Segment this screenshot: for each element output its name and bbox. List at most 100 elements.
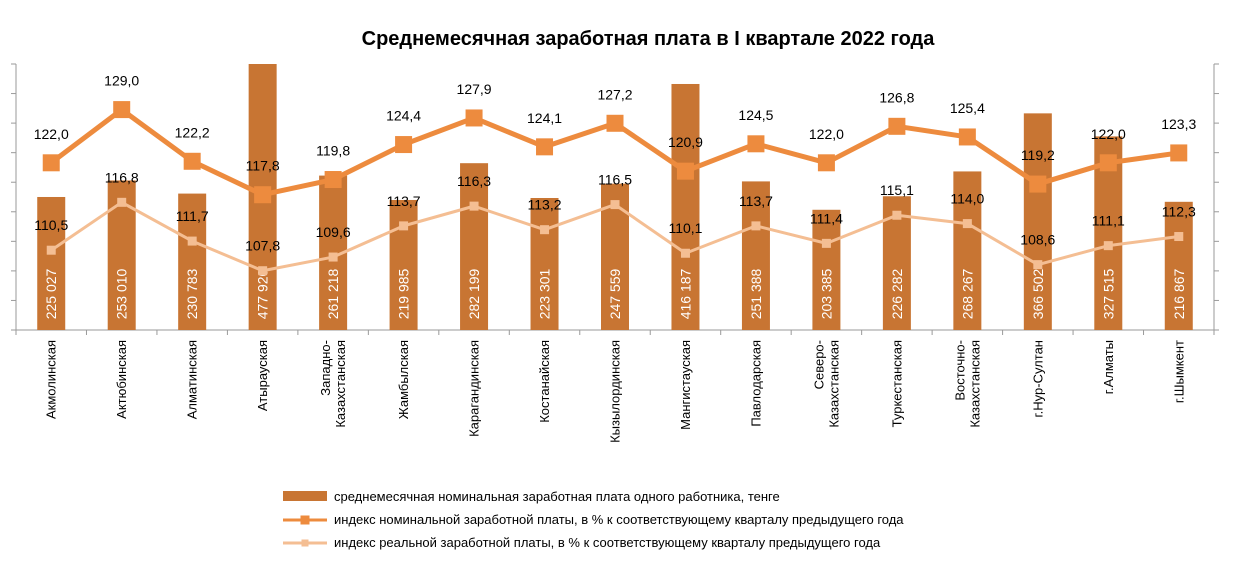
- line-series-2-label: 111,4: [810, 210, 843, 226]
- bar-value-label: 477 920: [255, 268, 271, 319]
- line-series-1-marker: [606, 114, 624, 132]
- line-series-1-label: 122,0: [809, 126, 844, 142]
- line-series-1-label: 124,1: [527, 110, 562, 126]
- category-label: Павлодарская: [748, 340, 763, 427]
- line-series-1-label: 122,0: [1091, 126, 1126, 142]
- line-series-1-label: 124,4: [386, 108, 421, 124]
- legend-bar-swatch: [283, 491, 327, 501]
- line-series-1-label: 122,2: [175, 124, 210, 140]
- bar-value-label: 416 187: [677, 268, 693, 319]
- line-series-1-label: 125,4: [950, 100, 985, 116]
- bar-value-label: 219 985: [396, 268, 412, 319]
- line-series-1-marker: [958, 128, 976, 146]
- line-series-2-marker: [1103, 241, 1113, 251]
- bar-value-label: 203 385: [818, 268, 834, 319]
- category-label: Мангистауская: [678, 340, 693, 430]
- line-series-1-marker: [465, 109, 483, 127]
- category-label: Атырауская: [255, 340, 270, 411]
- line-series-2-marker: [751, 221, 761, 231]
- line-series-2-marker: [399, 221, 409, 231]
- legend-line-1-label: индекс номинальной заработной платы, в %…: [334, 512, 904, 527]
- bar-value-label: 261 218: [325, 268, 341, 319]
- line-series-1-marker: [324, 171, 342, 189]
- line-series-1-marker: [254, 186, 272, 204]
- line-series-1-marker: [747, 135, 765, 153]
- line-series-1-marker: [1170, 144, 1188, 162]
- line-series-2-marker: [821, 238, 831, 248]
- line-series-1-marker: [42, 154, 60, 172]
- line-series-1-label: 127,9: [457, 81, 492, 97]
- line-series-2-label: 109,6: [316, 224, 351, 240]
- line-series-2-label: 111,7: [176, 208, 209, 224]
- legend-line-1-marker: [300, 515, 310, 525]
- category-label: Восточно-Казахстанская: [952, 340, 982, 428]
- line-series-2-marker: [610, 200, 620, 210]
- category-label: Карагандинская: [467, 340, 482, 437]
- category-label: Северо-Казахстанская: [811, 340, 841, 428]
- line-series-2-marker: [258, 266, 268, 276]
- line-series-1-marker: [1099, 154, 1117, 172]
- bars: 225 027 253 010 230 783 477 920 261 218 219 9…: [37, 64, 1193, 330]
- category-label: Акмолинская: [44, 340, 59, 419]
- line-series-2-marker: [46, 245, 56, 255]
- bar: [953, 171, 982, 330]
- line-series-1-label: 126,8: [879, 89, 914, 105]
- category-label: Кызылординская: [608, 340, 623, 443]
- category-label: Туркестанская: [889, 340, 904, 427]
- line-series-1-marker: [817, 154, 835, 172]
- bar-value-label: 327 515: [1100, 268, 1116, 319]
- line-series-1-marker: [395, 136, 413, 154]
- bar-value-label: 226 282: [889, 268, 905, 319]
- line-series-2-marker: [540, 225, 550, 235]
- line-series-2-marker: [328, 252, 338, 262]
- line-series-2-marker: [892, 210, 902, 220]
- line-series-2-label: 110,1: [668, 220, 702, 236]
- bar-value-label: 268 267: [959, 268, 975, 319]
- legend-bar-label: среднемесячная номинальная заработная пл…: [334, 489, 780, 504]
- legend: среднемесячная номинальная заработная пл…: [283, 489, 904, 550]
- line-series-2-label: 114,0: [950, 191, 984, 207]
- line-series-1-marker: [676, 162, 694, 180]
- line-series-1-label: 129,0: [104, 73, 139, 89]
- line-series-1-label: 122,0: [34, 126, 69, 142]
- category-label: г.Нур-Султан: [1030, 340, 1045, 417]
- bar-value-label: 253 010: [114, 268, 130, 319]
- line-series-2-label: 116,5: [598, 172, 632, 188]
- category-label: Алматинская: [185, 340, 200, 419]
- category-label: Западно-Казахстанская: [318, 340, 348, 428]
- line-series-1-label: 120,9: [668, 134, 703, 150]
- category-label: Костанайская: [537, 340, 552, 423]
- bar-value-label: 366 502: [1030, 268, 1046, 319]
- bar: [1164, 201, 1193, 330]
- bar-value-label: 225 027: [43, 268, 59, 319]
- category-label: г.Шымкент: [1171, 340, 1186, 403]
- line-series-1-marker: [113, 101, 131, 119]
- bar: [37, 196, 66, 330]
- category-label: г.Алматы: [1101, 340, 1116, 394]
- legend-line-2-marker: [301, 539, 309, 547]
- line-series-1-label: 127,2: [597, 86, 632, 102]
- line-series-1-label: 123,3: [1161, 116, 1196, 132]
- line-series-2-marker: [962, 219, 972, 229]
- line-series-1-marker: [888, 117, 906, 135]
- line-series-2-marker: [1174, 232, 1184, 242]
- line-series-2-label: 113,7: [739, 193, 773, 209]
- line-series-1-marker: [1029, 175, 1047, 193]
- line-series-1-label: 119,8: [316, 143, 350, 159]
- line-series-1-label: 117,8: [246, 158, 280, 174]
- legend-line-2-label: индекс реальной заработной платы, в % к …: [334, 535, 881, 550]
- line-series-1-label: 119,2: [1021, 147, 1055, 163]
- line-series-2-label: 112,3: [1162, 204, 1196, 220]
- category-label: Актюбинская: [114, 340, 129, 419]
- bar-value-label: 282 199: [466, 268, 482, 319]
- bar-value-label: 251 388: [748, 268, 764, 319]
- line-series-1-marker: [183, 152, 201, 170]
- line-series-2-marker: [1033, 260, 1043, 270]
- bar-value-label: 230 783: [184, 268, 200, 319]
- bar: [1023, 113, 1052, 330]
- bar: [530, 198, 559, 330]
- bar: [671, 83, 700, 330]
- lines: 122,0 129,0 122,2 117,8 119,8 124,4 127,9 124,1…: [34, 73, 1196, 276]
